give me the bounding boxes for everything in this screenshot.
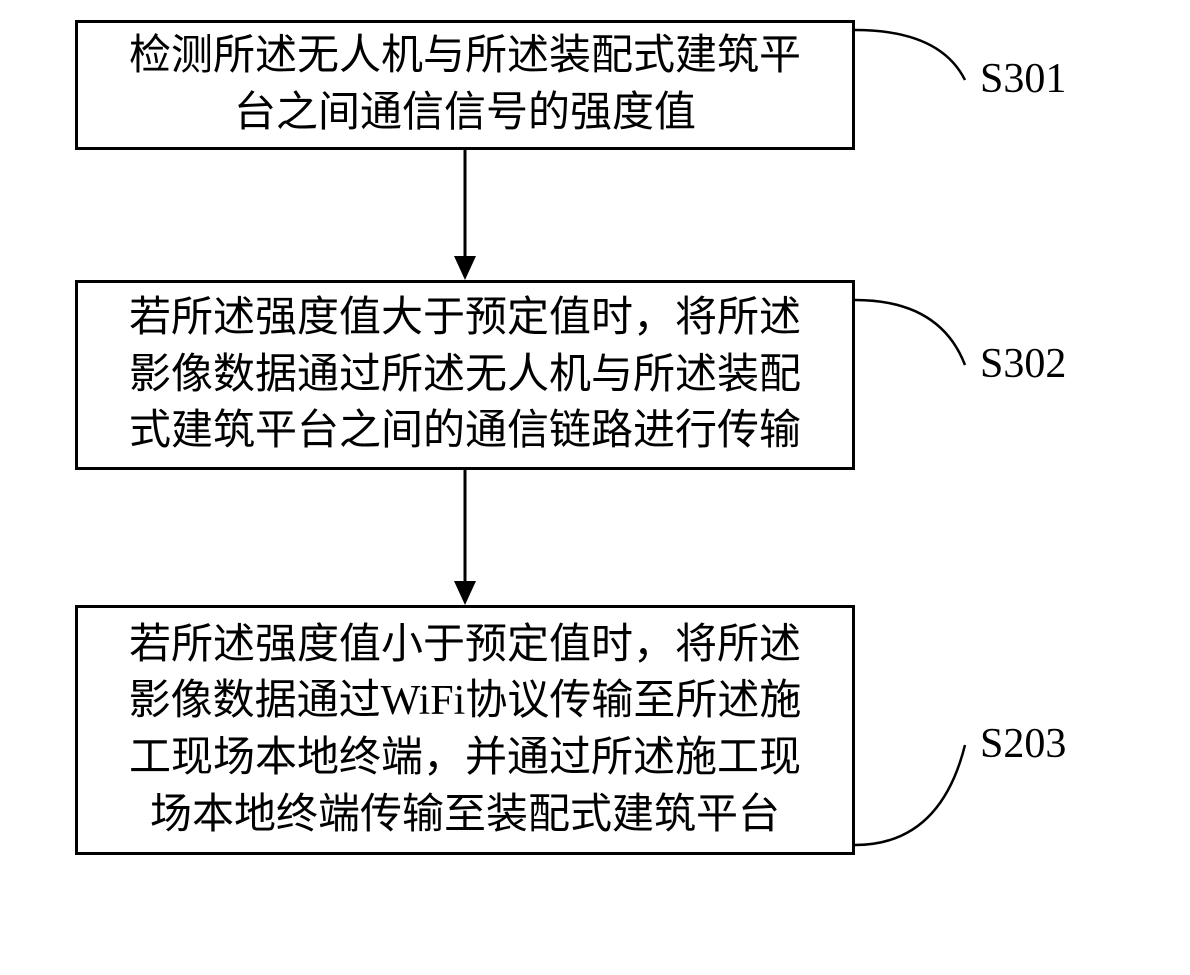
label-s203: S203 <box>980 720 1066 768</box>
flow-box-3-text: 若所述强度值小于预定值时，将所述影像数据通过WiFi协议传输至所述施工现场本地终… <box>129 617 802 844</box>
label-s302: S302 <box>980 340 1066 388</box>
label-s301: S301 <box>980 55 1066 103</box>
flowchart-container: 检测所述无人机与所述装配式建筑平台之间通信信号的强度值 若所述强度值大于预定值时… <box>0 0 1190 975</box>
flow-box-3: 若所述强度值小于预定值时，将所述影像数据通过WiFi协议传输至所述施工现场本地终… <box>75 605 855 855</box>
flow-box-1: 检测所述无人机与所述装配式建筑平台之间通信信号的强度值 <box>75 20 855 150</box>
flow-box-2-text: 若所述强度值大于预定值时，将所述影像数据通过所述无人机与所述装配式建筑平台之间的… <box>129 290 801 460</box>
flow-box-2: 若所述强度值大于预定值时，将所述影像数据通过所述无人机与所述装配式建筑平台之间的… <box>75 280 855 470</box>
flow-box-1-text: 检测所述无人机与所述装配式建筑平台之间通信信号的强度值 <box>129 28 801 141</box>
